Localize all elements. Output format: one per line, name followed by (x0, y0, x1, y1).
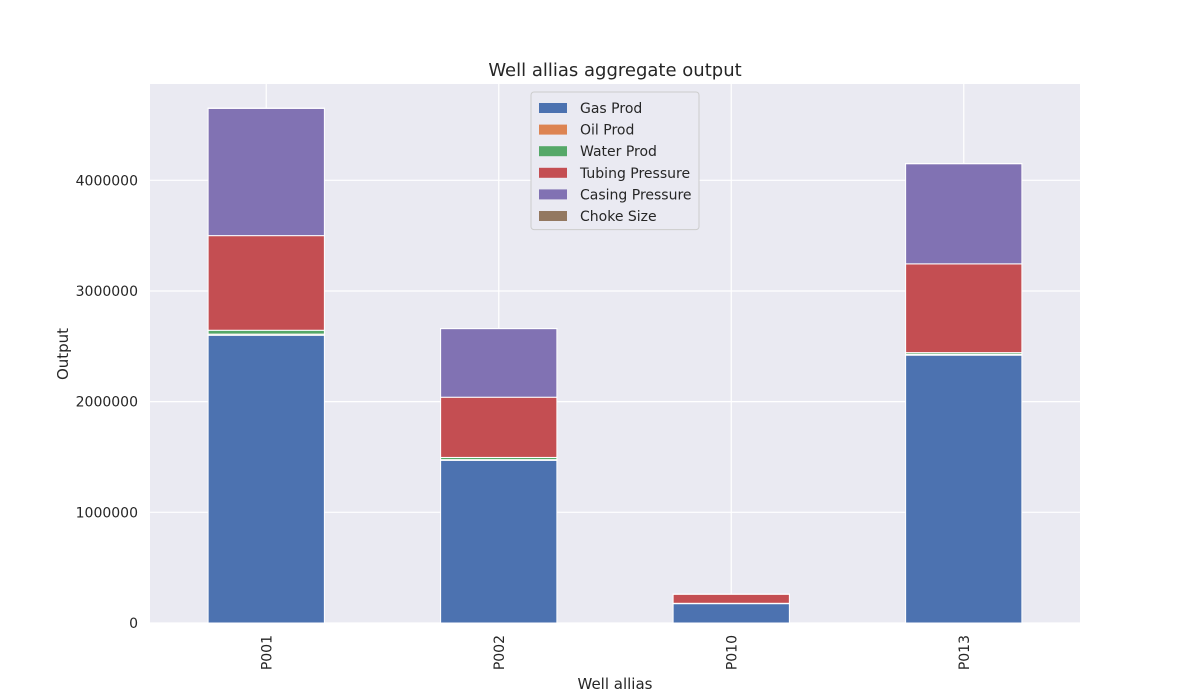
chart-title: Well allias aggregate output (488, 60, 741, 81)
bar-segment (905, 354, 1023, 624)
legend-swatch (539, 211, 567, 221)
legend-entry: Oil Prod (580, 123, 634, 139)
bar-segment (207, 334, 325, 624)
y-tick-label: 3000000 (76, 284, 138, 300)
bar-segment (905, 163, 1023, 265)
legend-swatch (539, 167, 567, 178)
legend-entry: Casing Pressure (580, 187, 692, 203)
y-axis-ticks: 0 1000000 2000000 3000000 4000000 (76, 173, 138, 632)
bar-segment (207, 235, 325, 331)
legend-entry: Water Prod (580, 144, 657, 160)
x-tick-label: P001 (259, 635, 275, 670)
bar-segment (440, 459, 558, 624)
legend: Gas Prod Oil Prod Water Prod Tubing Pressur… (530, 91, 700, 231)
legend-swatch (539, 146, 567, 157)
y-tick-label: 4000000 (76, 173, 138, 189)
bar-segment (207, 107, 325, 237)
legend-entry: Tubing Pressure (579, 166, 690, 182)
legend-swatch (539, 189, 567, 200)
legend-frame (530, 91, 700, 231)
bar-segment (672, 593, 790, 604)
bars (207, 107, 1023, 624)
x-tick-label: P010 (724, 635, 740, 670)
bar-segment (440, 396, 558, 458)
bar-segment (440, 328, 558, 398)
x-tick-label: P002 (492, 635, 508, 670)
legend-swatch (539, 124, 567, 135)
bar-segment (207, 329, 325, 335)
y-tick-label: 2000000 (76, 395, 138, 411)
x-tick-label: P013 (957, 635, 973, 670)
y-tick-label: 0 (129, 616, 138, 632)
legend-swatch (539, 103, 567, 113)
y-axis-label: Output (54, 328, 72, 380)
bar-segment (905, 263, 1023, 354)
legend-entry: Gas Prod (580, 101, 642, 117)
legend-entry: Choke Size (580, 209, 657, 225)
y-tick-label: 1000000 (76, 505, 138, 521)
x-axis-ticks: P001 P002 P010 P013 (259, 635, 973, 670)
x-axis-label: Well allias (578, 675, 653, 693)
bar-segment (672, 603, 790, 624)
